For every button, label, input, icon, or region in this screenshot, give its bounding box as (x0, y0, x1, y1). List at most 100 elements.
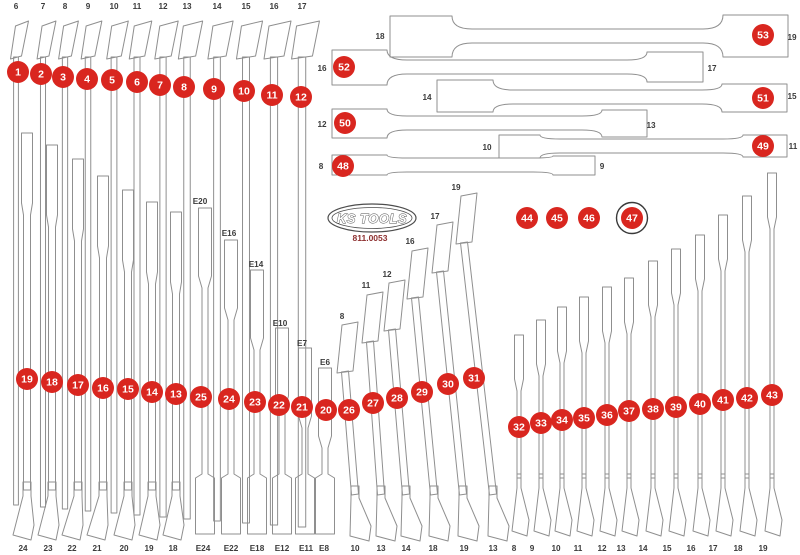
wrench-15-shaft (242, 56, 250, 524)
marker-12: 12 (290, 86, 312, 108)
marker-33-number: 33 (535, 418, 547, 430)
thin-wrench-shaft (648, 260, 658, 479)
marker-14-number: 14 (146, 387, 158, 399)
marker-36-circle (596, 404, 618, 426)
marker-28: 28 (386, 387, 408, 409)
marker-2-number: 2 (38, 69, 44, 81)
thin-wrench-shaft (514, 334, 524, 479)
marker-19-number: 19 (21, 374, 33, 386)
size-label-14: 14 (401, 544, 411, 553)
thin-wrench-head (715, 473, 734, 537)
marker-33-circle (530, 412, 552, 434)
size-label-E11: E11 (299, 544, 314, 553)
mid-wrench-top-head (383, 279, 406, 332)
size-label-E22: E22 (224, 544, 239, 553)
size-label-20: 20 (119, 544, 129, 553)
tool-cutouts (10, 14, 789, 542)
size-label-12: 12 (382, 270, 392, 279)
marker-26-circle (338, 399, 360, 421)
marker-25: 25 (190, 386, 212, 408)
size-label-12: 12 (158, 2, 168, 11)
marker-24-circle (218, 388, 240, 410)
marker-27: 27 (362, 392, 384, 414)
marker-42: 42 (736, 387, 758, 409)
size-label-9: 9 (530, 544, 535, 553)
marker-27-circle (362, 392, 384, 414)
size-label-18: 18 (168, 544, 178, 553)
wrench-17-head (291, 20, 320, 60)
marker-4-number: 4 (84, 74, 90, 86)
marker-22: 22 (268, 394, 290, 416)
size-label-18: 18 (733, 544, 743, 553)
marker-44-number: 44 (521, 213, 533, 225)
marker-13: 13 (165, 383, 187, 405)
size-label-11: 11 (574, 544, 583, 553)
marker-8: 8 (173, 76, 195, 98)
ring-wrench-head (12, 481, 35, 541)
wrench-7-head (36, 20, 57, 60)
size-label-E6: E6 (320, 358, 330, 367)
marker-50-number: 50 (339, 118, 351, 130)
marker-25-number: 25 (195, 392, 207, 404)
marker-23-circle (244, 391, 266, 413)
marker-38-number: 38 (647, 404, 659, 416)
marker-53-number: 53 (757, 30, 769, 42)
mid-wrench-shaft (366, 340, 385, 496)
size-label-E16: E16 (222, 229, 237, 238)
h-wrench-18x19 (389, 14, 789, 58)
marker-23-number: 23 (249, 397, 261, 409)
size-label-E20: E20 (193, 197, 208, 206)
size-label-13: 13 (376, 544, 386, 553)
marker-39-number: 39 (670, 402, 682, 414)
size-label-23: 23 (43, 544, 53, 553)
marker-3: 3 (52, 66, 74, 88)
torx-wrench (247, 269, 267, 535)
size-label-19: 19 (144, 544, 154, 553)
marker-17: 17 (67, 374, 89, 396)
size-label-E7: E7 (297, 339, 307, 348)
marker-46-number: 46 (583, 213, 595, 225)
marker-11: 11 (261, 84, 283, 106)
marker-51-number: 51 (757, 93, 769, 105)
wrench-12-shaft (159, 56, 167, 518)
marker-40-number: 40 (694, 399, 706, 411)
marker-6-circle (126, 71, 148, 93)
marker-9-number: 9 (211, 84, 217, 96)
marker-7-circle (149, 74, 171, 96)
mid-wrench-bottom-head (375, 485, 398, 542)
marker-47-number: 47 (626, 213, 638, 225)
marker-52: 52 (333, 56, 355, 78)
marker-7: 7 (149, 74, 171, 96)
size-label-13: 13 (616, 544, 626, 553)
size-label-12: 12 (317, 120, 327, 129)
marker-22-circle (268, 394, 290, 416)
marker-38-circle (642, 398, 664, 420)
size-label-9: 9 (86, 2, 91, 11)
marker-50-circle (334, 112, 356, 134)
wrench-16-shaft (269, 56, 279, 526)
marker-53-circle (752, 24, 774, 46)
marker-10-number: 10 (238, 86, 250, 98)
marker-32-circle (508, 416, 530, 438)
mid-wrench-top-head (336, 321, 359, 374)
thin-wrench-head (739, 473, 758, 537)
marker-46: 46 (578, 207, 600, 229)
marker-49-circle (752, 135, 774, 157)
marker-12-circle (290, 86, 312, 108)
marker-20-number: 20 (320, 405, 332, 417)
ring-wrench-shaft (122, 189, 134, 491)
thin-wrench-head (645, 473, 664, 537)
marker-45-number: 45 (551, 213, 563, 225)
marker-21-circle (291, 396, 313, 418)
marker-43-circle (761, 384, 783, 406)
size-label-24: 24 (18, 544, 28, 553)
size-label-16: 16 (269, 2, 279, 11)
marker-18-circle (41, 371, 63, 393)
size-label-9: 9 (600, 162, 605, 171)
marker-35: 35 (573, 407, 595, 429)
marker-14: 14 (141, 381, 163, 403)
marker-1-number: 1 (15, 67, 21, 79)
marker-31-number: 31 (468, 373, 480, 385)
marker-46-circle (578, 207, 600, 229)
